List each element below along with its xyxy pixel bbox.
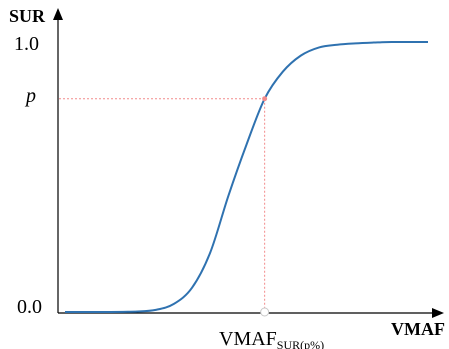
- vmaf-sur-label-subscript: SUR(p%): [277, 338, 324, 349]
- x-axis-arrowhead: [432, 308, 444, 318]
- vmaf-axis-marker: [260, 307, 270, 317]
- y-tick-label-bottom: 0.0: [17, 296, 42, 318]
- x-axis-title: VMAF: [391, 319, 445, 339]
- vmaf-sur-label-main: VMAF: [219, 328, 277, 349]
- intersection-point: [262, 96, 268, 102]
- y-axis-arrowhead: [53, 8, 63, 20]
- vmaf-sur-label: VMAFSUR(p%): [219, 328, 324, 349]
- y-tick-label-top: 1.0: [14, 33, 39, 55]
- y-axis-title: SUR: [9, 6, 46, 26]
- sur-curve: [64, 40, 429, 314]
- p-level-label: p: [24, 85, 36, 107]
